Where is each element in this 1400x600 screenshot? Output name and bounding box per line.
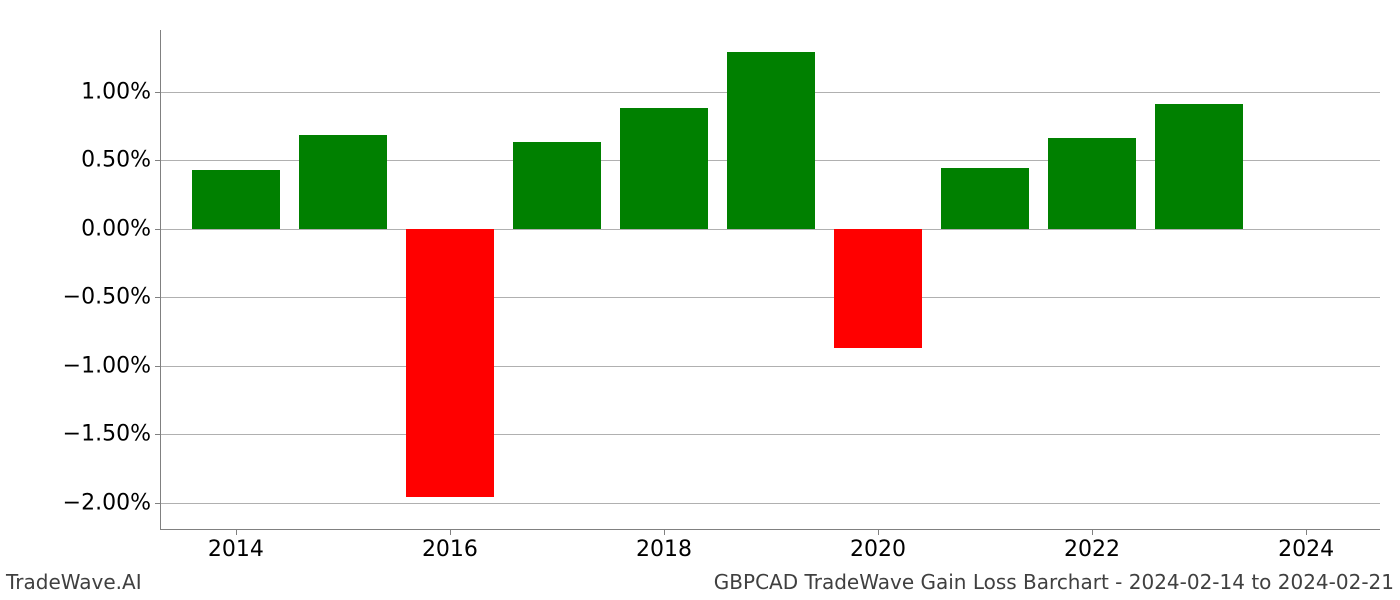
ytick-label: 0.00% [81,216,161,241]
ytick-label: −1.50% [63,422,161,447]
xtick-label: 2024 [1278,529,1334,562]
gridline [161,434,1380,435]
xtick-label: 2014 [208,529,264,562]
xtick-label: 2016 [422,529,478,562]
ytick-label: −2.00% [63,490,161,515]
ytick-label: 1.00% [81,79,161,104]
ytick-label: −1.00% [63,353,161,378]
footer-brand: TradeWave.AI [6,570,142,594]
bar [727,52,815,229]
footer-caption: GBPCAD TradeWave Gain Loss Barchart - 20… [714,570,1394,594]
bar [941,168,1029,228]
ytick-label: −0.50% [63,285,161,310]
xtick-label: 2022 [1064,529,1120,562]
bar [1155,104,1243,229]
xtick-label: 2018 [636,529,692,562]
plot-area: −2.00%−1.50%−1.00%−0.50%0.00%0.50%1.00%2… [160,30,1380,530]
bar [192,170,280,229]
ytick-label: 0.50% [81,148,161,173]
gridline [161,297,1380,298]
gridline [161,229,1380,230]
bar [299,135,387,228]
xtick-label: 2020 [850,529,906,562]
bar [1048,138,1136,228]
bar [406,229,494,497]
bar [513,142,601,228]
gridline [161,503,1380,504]
bar [620,108,708,229]
chart-container: −2.00% −1.50% −1.00% −0.50% 0.00% 0.50% 1.00% 2… [0,0,1400,600]
bar [834,229,922,348]
gridline [161,366,1380,367]
